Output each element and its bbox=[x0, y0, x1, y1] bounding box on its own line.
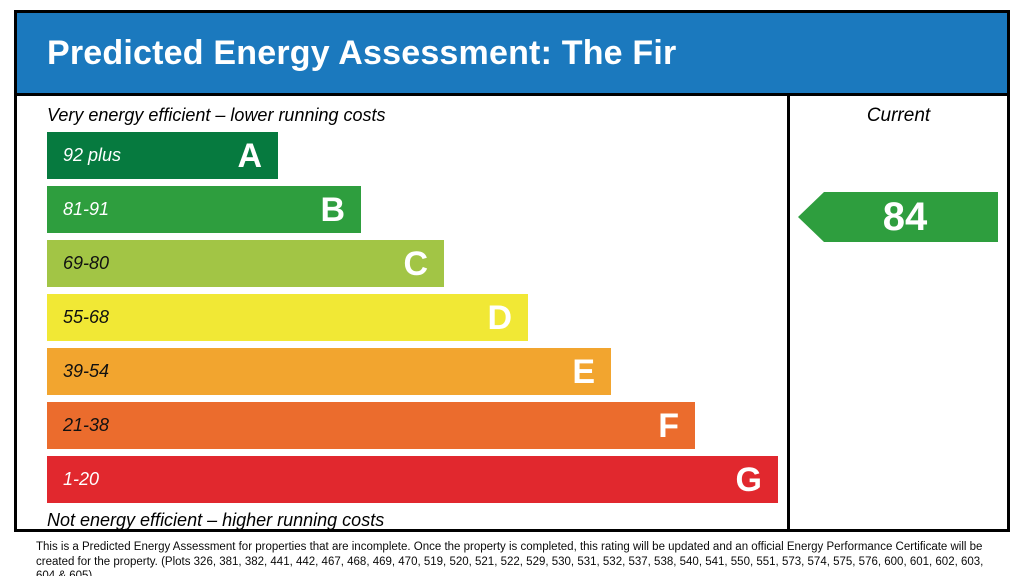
band-letter: E bbox=[572, 352, 595, 391]
band-range: 1-20 bbox=[63, 469, 100, 489]
band-row-b: 81-91 B bbox=[47, 186, 361, 233]
current-column: Current 84 bbox=[787, 96, 1007, 529]
rating-bands: 92 plus A 81-91 B 69-80 C 55-68 D bbox=[47, 132, 787, 503]
band-row-e: 39-54 E bbox=[47, 348, 611, 395]
band-letter: F bbox=[658, 406, 679, 445]
band-letter: C bbox=[403, 244, 428, 283]
band-letter: A bbox=[237, 136, 262, 175]
band-range: 55-68 bbox=[63, 307, 110, 327]
band-row-f: 21-38 F bbox=[47, 402, 695, 449]
footnote: This is a Predicted Energy Assessment fo… bbox=[36, 540, 994, 576]
title-bar: Predicted Energy Assessment: The Fir bbox=[17, 13, 1007, 96]
current-header: Current bbox=[866, 105, 931, 126]
band-letter: B bbox=[320, 190, 345, 229]
band-range: 39-54 bbox=[63, 361, 110, 381]
footnote-line-2: created for the property. (Plots 326, 38… bbox=[36, 555, 984, 576]
band-row-g: 1-20 G bbox=[47, 456, 778, 503]
chart-body: Very energy efficient – lower running co… bbox=[17, 96, 1007, 530]
band-letter: D bbox=[487, 298, 512, 337]
band-range: 69-80 bbox=[63, 253, 110, 273]
band-range: 21-38 bbox=[63, 415, 110, 435]
footnote-line-1: This is a Predicted Energy Assessment fo… bbox=[36, 541, 983, 553]
top-note: Very energy efficient – lower running co… bbox=[47, 105, 386, 125]
current-rating-value: 84 bbox=[882, 194, 928, 239]
rating-chart: Very energy efficient – lower running co… bbox=[17, 96, 787, 530]
band-row-a: 92 plus A bbox=[47, 132, 278, 179]
band-range: 92 plus bbox=[63, 145, 122, 165]
band-range: 81-91 bbox=[63, 199, 110, 219]
certificate-box: Predicted Energy Assessment: The Fir Ver… bbox=[14, 10, 1010, 532]
current-rating-arrow: 84 bbox=[798, 192, 998, 242]
bottom-note: Not energy efficient – higher running co… bbox=[47, 510, 385, 530]
band-row-d: 55-68 D bbox=[47, 294, 528, 341]
band-letter: G bbox=[735, 460, 762, 499]
page-title: Predicted Energy Assessment: The Fir bbox=[47, 33, 677, 72]
band-row-c: 69-80 C bbox=[47, 240, 444, 287]
